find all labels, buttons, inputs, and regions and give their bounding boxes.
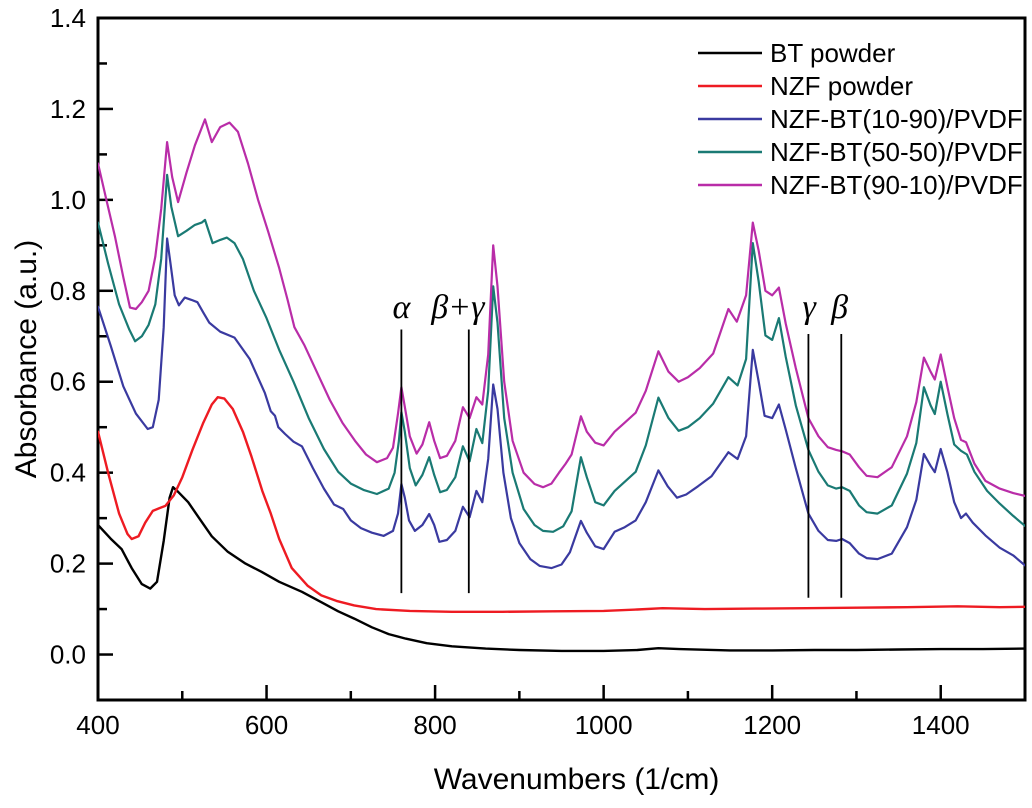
plot-frame <box>96 16 1027 702</box>
y-axis-title: Absorbance (a.u.) <box>10 240 43 478</box>
series-curve-2 <box>98 237 1025 570</box>
series-curve-4 <box>98 118 1025 497</box>
legend-label: BT powder <box>770 38 896 68</box>
annotation-label: β+γ <box>430 289 486 326</box>
series-curve-3 <box>98 173 1025 533</box>
legend-label: NZF-BT(90-10)/PVDF <box>770 170 1023 200</box>
x-tick-label: 1200 <box>743 710 801 740</box>
annotation-label: α <box>392 289 411 326</box>
y-tick-label: 0.0 <box>50 640 86 670</box>
legend-label: NZF-BT(10-90)/PVDF <box>770 104 1023 134</box>
x-tick-label: 1000 <box>575 710 633 740</box>
y-tick-label: 0.6 <box>50 367 86 397</box>
y-tick-label: 0.2 <box>50 549 86 579</box>
x-tick-label: 400 <box>76 710 119 740</box>
series-curve-0 <box>98 486 1025 653</box>
x-axis-title: Wavenumbers (1/cm) <box>434 763 720 796</box>
x-tick-label: 800 <box>413 710 456 740</box>
y-tick-label: 1.4 <box>50 3 86 33</box>
x-tick-label: 600 <box>245 710 288 740</box>
y-tick-label: 0.4 <box>50 458 86 488</box>
legend-label: NZF-BT(50-50)/PVDF <box>770 137 1023 167</box>
x-tick-label: 1400 <box>912 710 970 740</box>
y-tick-label: 1.0 <box>50 185 86 215</box>
series-curve-1 <box>98 396 1025 613</box>
y-tick-label: 1.2 <box>50 94 86 124</box>
y-tick-label: 0.8 <box>50 276 86 306</box>
legend-label: NZF powder <box>770 71 913 101</box>
annotation-label: β <box>830 289 848 326</box>
annotation-label: γ <box>803 289 818 326</box>
